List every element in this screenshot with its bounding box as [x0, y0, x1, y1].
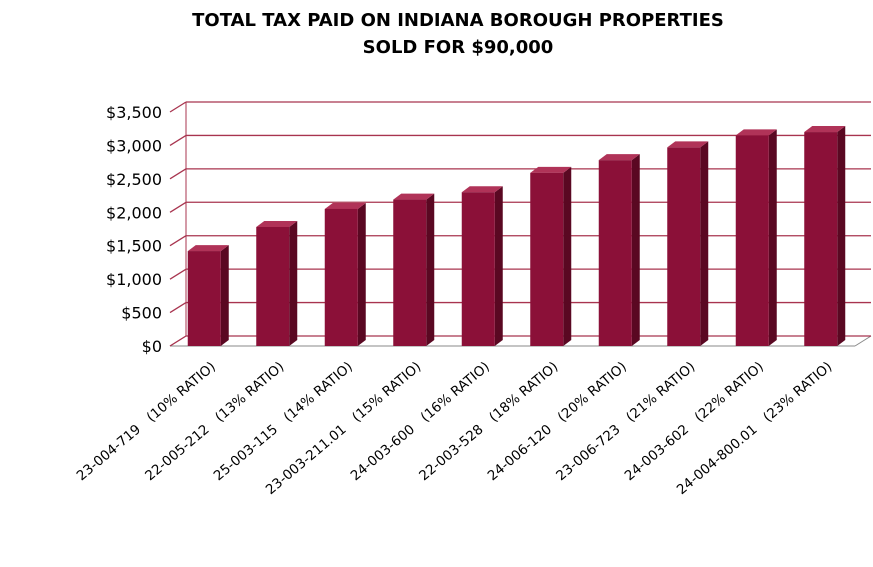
- grid-line: [169, 134, 187, 146]
- y-tick-label: $0: [142, 337, 162, 356]
- y-tick-label: $500: [121, 304, 162, 323]
- bar-side: [768, 129, 777, 346]
- bar: [324, 208, 358, 346]
- bar: [256, 226, 290, 346]
- y-tick-label: $1,000: [106, 270, 162, 289]
- grid-line: [169, 268, 187, 280]
- y-tick-label: $2,000: [106, 203, 162, 222]
- bar: [393, 199, 427, 346]
- grid-line: [169, 101, 187, 113]
- x-tick-label: 22-003-528 (18% RATIO): [416, 359, 561, 484]
- bar-side: [426, 193, 435, 346]
- bar-side: [289, 220, 298, 346]
- bar-top: [804, 126, 846, 133]
- x-tick-label: 25-003-115 (14% RATIO): [211, 359, 356, 484]
- bar: [735, 135, 769, 346]
- grid-line: [169, 168, 187, 180]
- bar-side: [563, 166, 572, 346]
- bar-top: [187, 245, 229, 252]
- bar-top: [324, 202, 366, 209]
- bar-side: [837, 126, 846, 346]
- x-tick-label: 24-003-600 (16% RATIO): [348, 359, 493, 484]
- chart-title: SOLD FOR $90,000: [363, 37, 554, 58]
- y-tick-label: $3,500: [106, 103, 162, 122]
- bar-top: [530, 166, 572, 173]
- x-tick-label: 24-006-120 (20% RATIO): [485, 359, 630, 484]
- bar-side: [220, 245, 229, 346]
- y-tick-label: $1,500: [106, 237, 162, 256]
- chart-title: TOTAL TAX PAID ON INDIANA BOROUGH PROPER…: [192, 10, 724, 31]
- bar-top: [461, 186, 503, 193]
- x-tick-label: 24-003-602 (22% RATIO): [622, 359, 767, 484]
- y-tick-label: $2,500: [106, 170, 162, 189]
- bar: [667, 147, 701, 346]
- bar-top: [735, 129, 777, 136]
- bar-side: [700, 141, 709, 346]
- bar-top: [393, 193, 435, 200]
- bar: [187, 251, 221, 346]
- grid-line: [169, 201, 187, 213]
- x-tick-label: 23-004-719 (10% RATIO): [74, 359, 219, 484]
- bar-side: [357, 202, 366, 346]
- axis-line: [854, 335, 872, 347]
- bar: [530, 172, 564, 346]
- x-tick-label: 23-006-723 (21% RATIO): [553, 359, 698, 484]
- x-tick-label: 22-005-212 (13% RATIO): [142, 359, 287, 484]
- bar-side: [494, 186, 503, 346]
- bar-side: [631, 154, 640, 346]
- bar: [461, 192, 495, 346]
- grid-line: [169, 302, 187, 314]
- bar: [804, 132, 838, 346]
- grid-line: [169, 335, 187, 347]
- bar-top: [598, 154, 640, 161]
- bar: [598, 160, 632, 346]
- grid-line: [169, 235, 187, 247]
- y-tick-label: $3,000: [106, 136, 162, 155]
- bar-top: [256, 220, 298, 227]
- bar-top: [667, 141, 709, 148]
